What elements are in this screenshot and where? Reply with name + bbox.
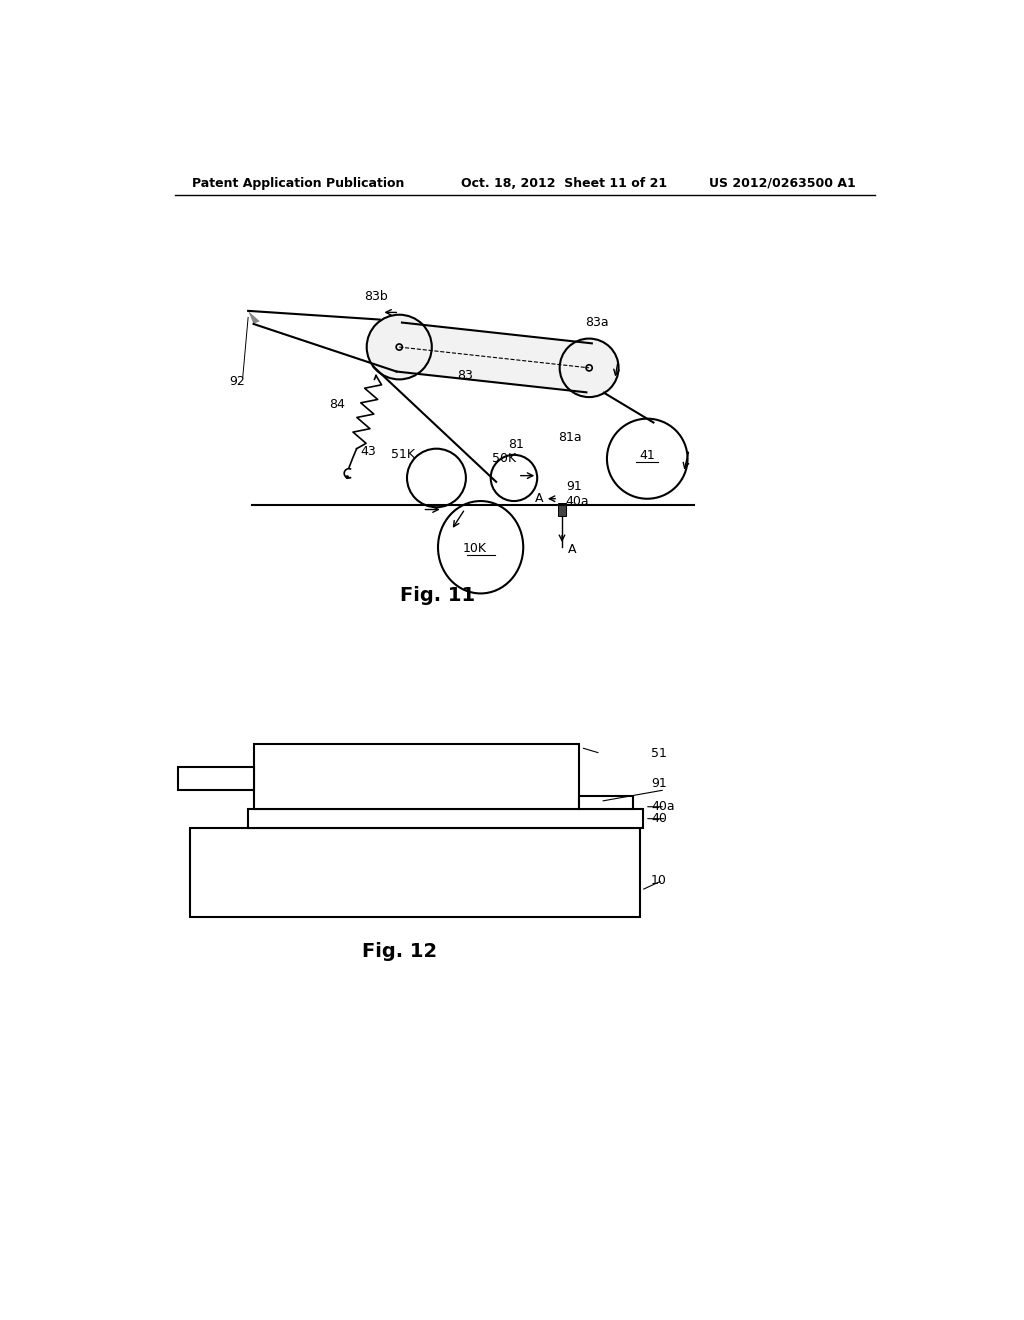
Bar [254,743,579,809]
Polygon shape [248,312,260,323]
Text: 83b: 83b [364,290,388,304]
Text: 81a: 81a [558,430,582,444]
Text: 40: 40 [651,812,667,825]
Text: Fig. 12: Fig. 12 [361,942,437,961]
Text: 51: 51 [651,747,667,760]
Bar [190,829,640,917]
Text: A: A [535,492,544,506]
Text: 81: 81 [508,438,523,451]
Ellipse shape [367,314,432,379]
Ellipse shape [560,339,618,397]
Text: 51K: 51K [391,449,416,462]
Text: 91: 91 [566,480,582,494]
Text: A: A [568,543,577,556]
Text: 84: 84 [329,397,345,411]
Text: 91: 91 [651,776,667,789]
Text: 92: 92 [228,375,245,388]
Bar [597,803,603,809]
Text: 83: 83 [458,368,473,381]
Text: 50K: 50K [493,453,516,465]
Text: 10: 10 [651,874,667,887]
Text: 10K: 10K [463,543,486,556]
Bar [178,767,254,789]
Text: US 2012/0263500 A1: US 2012/0263500 A1 [710,177,856,190]
Bar [248,809,643,829]
Text: 83a: 83a [586,317,609,330]
Text: Patent Application Publication: Patent Application Publication [191,177,403,190]
Text: 40a: 40a [566,495,590,508]
Text: Oct. 18, 2012  Sheet 11 of 21: Oct. 18, 2012 Sheet 11 of 21 [461,177,668,190]
Text: 43: 43 [360,445,376,458]
Ellipse shape [346,475,349,479]
Text: Fig. 11: Fig. 11 [400,586,475,606]
Polygon shape [396,322,592,392]
Bar [579,796,633,809]
Bar [589,800,595,809]
Text: 40a: 40a [651,800,675,813]
Bar [558,503,566,516]
Text: 41: 41 [639,449,655,462]
